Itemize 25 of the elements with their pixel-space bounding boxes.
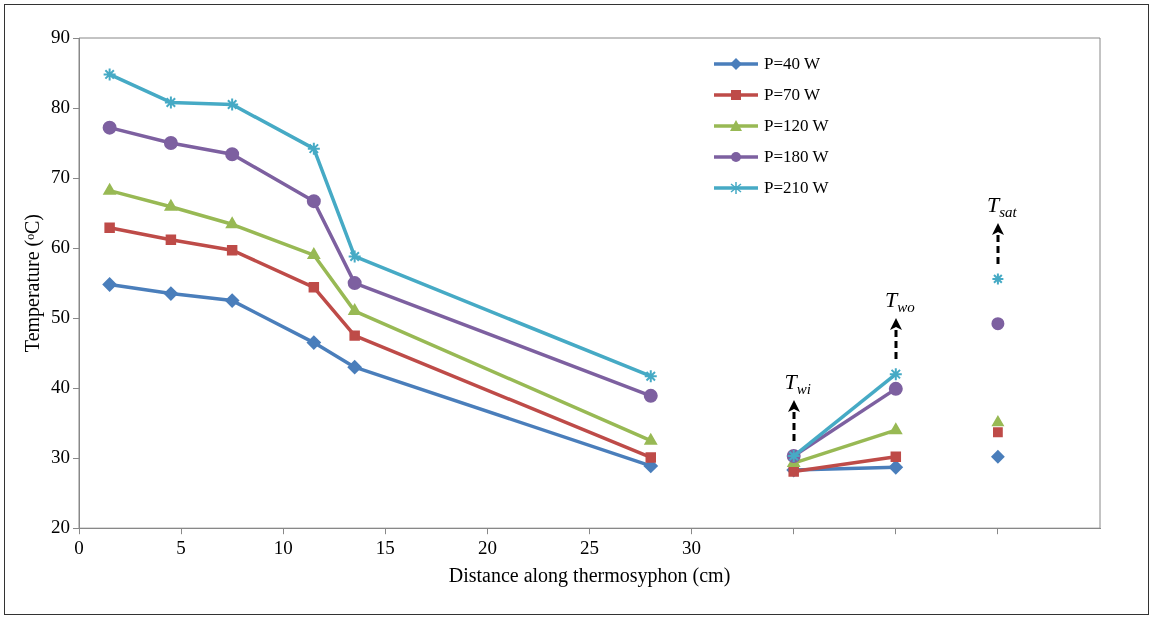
y-tick-label: 90 bbox=[51, 25, 70, 47]
annotation: T$_{sat}$ bbox=[987, 191, 1017, 221]
x-tick-label: 25 bbox=[580, 536, 599, 558]
y-tick-label: 30 bbox=[51, 446, 70, 468]
y-tick-label: 50 bbox=[51, 306, 70, 328]
y-axis-title: Temperature (ᵒC) bbox=[21, 214, 45, 353]
legend-label: P=40 W bbox=[764, 53, 821, 75]
y-tick-label: 40 bbox=[51, 376, 70, 398]
x-tick-label: 30 bbox=[682, 536, 702, 558]
x-tick-label: 0 bbox=[74, 536, 84, 558]
y-tick-label: 60 bbox=[51, 236, 70, 258]
legend-label: P=70 W bbox=[764, 84, 821, 106]
legend-label: P=180 W bbox=[764, 146, 829, 168]
annotation: T$_{wo}$ bbox=[884, 286, 915, 317]
x-axis-title: Distance along thermosyphon (cm) bbox=[448, 564, 731, 588]
legend-label: P=210 W bbox=[764, 177, 829, 199]
legend-label: P=120 W bbox=[764, 115, 829, 137]
y-tick-label: 20 bbox=[51, 516, 70, 538]
annotation: T$_{wi}$ bbox=[784, 368, 811, 399]
x-tick-label: 10 bbox=[273, 536, 293, 558]
y-tick-label: 80 bbox=[51, 96, 70, 118]
x-tick-label: 15 bbox=[375, 536, 395, 558]
x-tick-label: 5 bbox=[176, 536, 186, 558]
y-tick-label: 70 bbox=[51, 166, 70, 188]
x-tick-label: 20 bbox=[477, 536, 497, 558]
